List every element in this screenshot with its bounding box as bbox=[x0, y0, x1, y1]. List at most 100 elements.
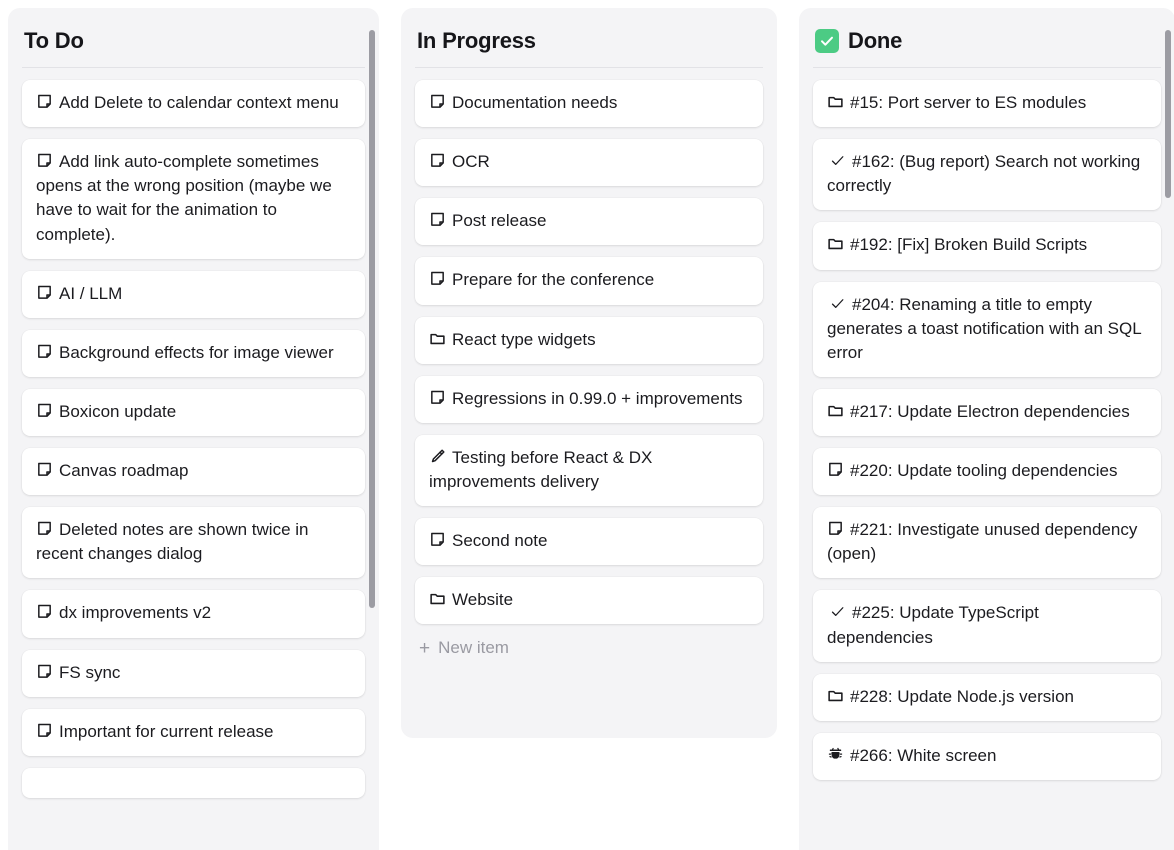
card-text: Background effects for image viewer bbox=[59, 342, 334, 362]
note-icon bbox=[36, 461, 53, 478]
card-text: #221: Investigate unused dependency (ope… bbox=[827, 520, 1138, 564]
note-icon bbox=[36, 93, 53, 110]
card-text: #225: Update TypeScript dependencies bbox=[827, 603, 1039, 647]
note-icon bbox=[36, 722, 53, 739]
card[interactable]: Add Delete to calendar context menu bbox=[22, 80, 365, 128]
card[interactable]: AI / LLM bbox=[22, 270, 365, 318]
card[interactable]: Deleted notes are shown twice in recent … bbox=[22, 507, 365, 579]
column-done: Done #15: Port server to ES modules #162… bbox=[799, 8, 1174, 850]
note-icon bbox=[429, 152, 446, 169]
card-text: AI / LLM bbox=[59, 283, 123, 303]
scrollbar-todo[interactable] bbox=[369, 30, 375, 608]
card-text: #162: (Bug report) Search not working co… bbox=[827, 152, 1141, 196]
card[interactable]: Website bbox=[415, 577, 763, 625]
pencil-icon bbox=[429, 448, 446, 465]
card[interactable]: #220: Update tooling dependencies bbox=[813, 448, 1161, 496]
new-item-button[interactable]: + New item bbox=[415, 636, 763, 662]
column-todo: To Do Add Delete to calendar context men… bbox=[8, 8, 379, 850]
card-text: Add Delete to calendar context menu bbox=[59, 93, 339, 112]
folder-icon bbox=[429, 590, 446, 607]
note-icon bbox=[827, 461, 844, 478]
card[interactable]: dx improvements v2 bbox=[22, 590, 365, 638]
card[interactable]: #15: Port server to ES modules bbox=[813, 80, 1161, 128]
card-partial[interactable] bbox=[22, 767, 365, 798]
column-header-in-progress: In Progress bbox=[401, 8, 777, 54]
check-icon bbox=[830, 604, 845, 619]
card[interactable]: #266: White screen bbox=[813, 732, 1161, 780]
card-text: Second note bbox=[452, 531, 548, 550]
card[interactable]: Documentation needs bbox=[415, 80, 763, 128]
card-text: Testing before React & DX improvements d… bbox=[429, 447, 653, 491]
folder-icon bbox=[429, 330, 446, 347]
note-icon bbox=[36, 603, 53, 620]
card-text: #228: Update Node.js version bbox=[850, 686, 1074, 706]
card-text: Post release bbox=[452, 211, 547, 231]
card[interactable]: Boxicon update bbox=[22, 388, 365, 436]
card[interactable]: Canvas roadmap bbox=[22, 448, 365, 496]
card-text: #266: White screen bbox=[850, 745, 997, 765]
note-icon bbox=[429, 389, 446, 406]
card[interactable]: #162: (Bug report) Search not working co… bbox=[813, 139, 1161, 211]
card-text: Boxicon update bbox=[59, 401, 177, 421]
column-title: In Progress bbox=[417, 28, 536, 53]
card-list-in-progress: Documentation needs OCR Post release Pre… bbox=[401, 68, 777, 738]
card[interactable]: OCR bbox=[415, 139, 763, 187]
column-header-done: Done bbox=[799, 8, 1174, 54]
card[interactable]: #204: Renaming a title to empty generate… bbox=[813, 281, 1161, 377]
done-checkbox-icon bbox=[815, 29, 839, 53]
column-divider bbox=[813, 67, 1161, 68]
card-text: Documentation needs bbox=[452, 93, 618, 112]
card-text: Website bbox=[452, 590, 514, 610]
card[interactable]: FS sync bbox=[22, 649, 365, 697]
card[interactable]: Second note bbox=[415, 518, 763, 566]
card-text: #217: Update Electron dependencies bbox=[850, 401, 1130, 421]
note-icon bbox=[429, 211, 446, 228]
folder-icon bbox=[827, 93, 844, 110]
folder-icon bbox=[827, 402, 844, 419]
card[interactable]: #192: [Fix] Broken Build Scripts bbox=[813, 222, 1161, 270]
column-header-todo: To Do bbox=[8, 8, 379, 54]
check-icon bbox=[830, 153, 845, 168]
folder-icon bbox=[827, 687, 844, 704]
plus-icon: + bbox=[419, 637, 431, 659]
note-icon bbox=[36, 402, 53, 419]
column-title: Done bbox=[848, 28, 903, 53]
card-text: Deleted notes are shown twice in recent … bbox=[36, 520, 309, 564]
note-icon bbox=[36, 520, 53, 537]
card[interactable]: #228: Update Node.js version bbox=[813, 673, 1161, 721]
card-text: FS sync bbox=[59, 662, 121, 682]
note-icon bbox=[36, 284, 53, 301]
card[interactable]: Important for current release bbox=[22, 708, 365, 756]
card-text: React type widgets bbox=[452, 329, 596, 349]
card[interactable]: Regressions in 0.99.0 + improvements bbox=[415, 375, 763, 423]
card-list-todo: Add Delete to calendar context menu Add … bbox=[8, 68, 379, 850]
folder-icon bbox=[827, 235, 844, 252]
column-in-progress: In Progress Documentation needs OCR Post… bbox=[401, 8, 777, 738]
note-icon bbox=[36, 663, 53, 680]
card[interactable]: Add link auto-complete sometimes opens a… bbox=[22, 139, 365, 259]
column-divider bbox=[415, 67, 763, 68]
note-icon bbox=[36, 343, 53, 360]
card[interactable]: React type widgets bbox=[415, 316, 763, 364]
card[interactable]: #225: Update TypeScript dependencies bbox=[813, 590, 1161, 662]
column-divider bbox=[22, 67, 365, 68]
card-text: Regressions in 0.99.0 + improvements bbox=[452, 388, 743, 408]
card-text: #220: Update tooling dependencies bbox=[850, 461, 1118, 480]
note-icon bbox=[429, 93, 446, 110]
card-text: OCR bbox=[452, 152, 490, 172]
note-icon bbox=[429, 531, 446, 548]
card[interactable]: Prepare for the conference bbox=[415, 257, 763, 305]
card[interactable]: Post release bbox=[415, 198, 763, 246]
card-list-done: #15: Port server to ES modules #162: (Bu… bbox=[799, 68, 1174, 850]
card[interactable]: Testing before React & DX improvements d… bbox=[415, 434, 763, 506]
card-text: #15: Port server to ES modules bbox=[850, 93, 1087, 112]
scrollbar-done[interactable] bbox=[1165, 30, 1171, 198]
card[interactable]: Background effects for image viewer bbox=[22, 329, 365, 377]
column-title: To Do bbox=[24, 28, 84, 53]
card[interactable]: #217: Update Electron dependencies bbox=[813, 388, 1161, 436]
card[interactable]: #221: Investigate unused dependency (ope… bbox=[813, 507, 1161, 579]
note-icon bbox=[36, 152, 53, 169]
card-text: Prepare for the conference bbox=[452, 270, 655, 290]
card-text: #192: [Fix] Broken Build Scripts bbox=[850, 235, 1088, 255]
